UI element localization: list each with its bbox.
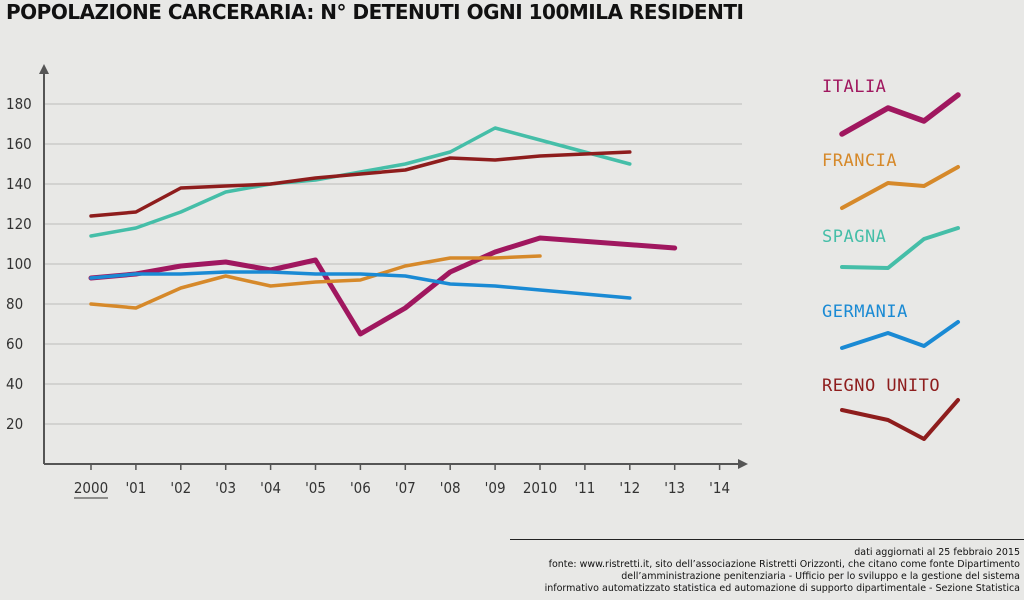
grid	[44, 103, 742, 425]
x-tick-label: '08	[440, 479, 461, 497]
y-tick-label: 120	[6, 215, 32, 233]
y-axis-arrow	[39, 64, 49, 74]
legend-swatch-germania	[840, 320, 960, 350]
footnote-divider	[510, 539, 1024, 540]
x-tick-label: '05	[305, 479, 326, 497]
series-lines	[88, 126, 678, 337]
series-line-francia	[89, 254, 542, 310]
y-tick-label: 160	[6, 135, 32, 153]
x-tick-label: '09	[485, 479, 506, 497]
x-tick-label: '06	[350, 479, 371, 497]
series-line-germania	[89, 270, 632, 300]
x-axis-arrow	[738, 459, 748, 469]
y-tick-label: 100	[6, 255, 32, 273]
x-tick-label: '03	[215, 479, 236, 497]
y-tick-label: 140	[6, 175, 32, 193]
x-tick-label: '01	[125, 479, 146, 497]
legend-swatch-spagna	[840, 226, 960, 270]
legend-label-italia: ITALIA	[822, 77, 886, 97]
series-line-italia	[88, 235, 678, 337]
y-tick-label: 40	[6, 375, 23, 393]
x-tick-label: 2000	[74, 479, 108, 497]
legend-label-francia: FRANCIA	[822, 151, 897, 171]
axes: 20 40 60 80 100 120 140 160 180 2000 '01 '02 '03 '04 '…	[6, 64, 748, 499]
series-line-regno-unito	[89, 150, 632, 218]
x-tick-label: '07	[395, 479, 416, 497]
chart-title: POPOLAZIONE CARCERARIA: N° DETENUTI OGNI…	[6, 0, 744, 24]
x-tick-label: '11	[574, 479, 595, 497]
y-tick-label: 20	[6, 415, 23, 433]
y-tick-label: 80	[6, 295, 23, 313]
x-tick-label: '12	[619, 479, 640, 497]
legend-swatch-italia	[839, 92, 961, 137]
legend-swatch-francia	[840, 165, 960, 210]
legend-label-regno-unito: REGNO UNITO	[822, 376, 940, 396]
footnote-line: informativo automatizzato statistica ed …	[544, 583, 1020, 594]
x-tick-label: 2010	[523, 479, 557, 497]
x-tick-label: '13	[664, 479, 685, 497]
footnote-line: dati aggiornati al 25 febbraio 2015	[854, 547, 1020, 558]
footnote-line: fonte: www.ristretti.it, sito dell’assoc…	[548, 559, 1020, 570]
legend-label-spagna: SPAGNA	[822, 227, 886, 247]
x-tick-label: '14	[709, 479, 730, 497]
source-footnote: dati aggiornati al 25 febbraio 2015 font…	[500, 547, 1020, 595]
x-tick-label: '04	[260, 479, 281, 497]
y-tick-label: 180	[6, 95, 32, 113]
y-tick-label: 60	[6, 335, 23, 353]
footnote-line: dell’amministrazione penitenziaria - Uff…	[621, 571, 1020, 582]
legend-label-germania: GERMANIA	[822, 302, 908, 322]
legend-swatch-regno-unito	[840, 398, 960, 441]
x-tick-label: '02	[170, 479, 191, 497]
legend: ITALIA FRANCIA SPAGNA GERMANIA REGNO UNITO	[822, 77, 961, 441]
